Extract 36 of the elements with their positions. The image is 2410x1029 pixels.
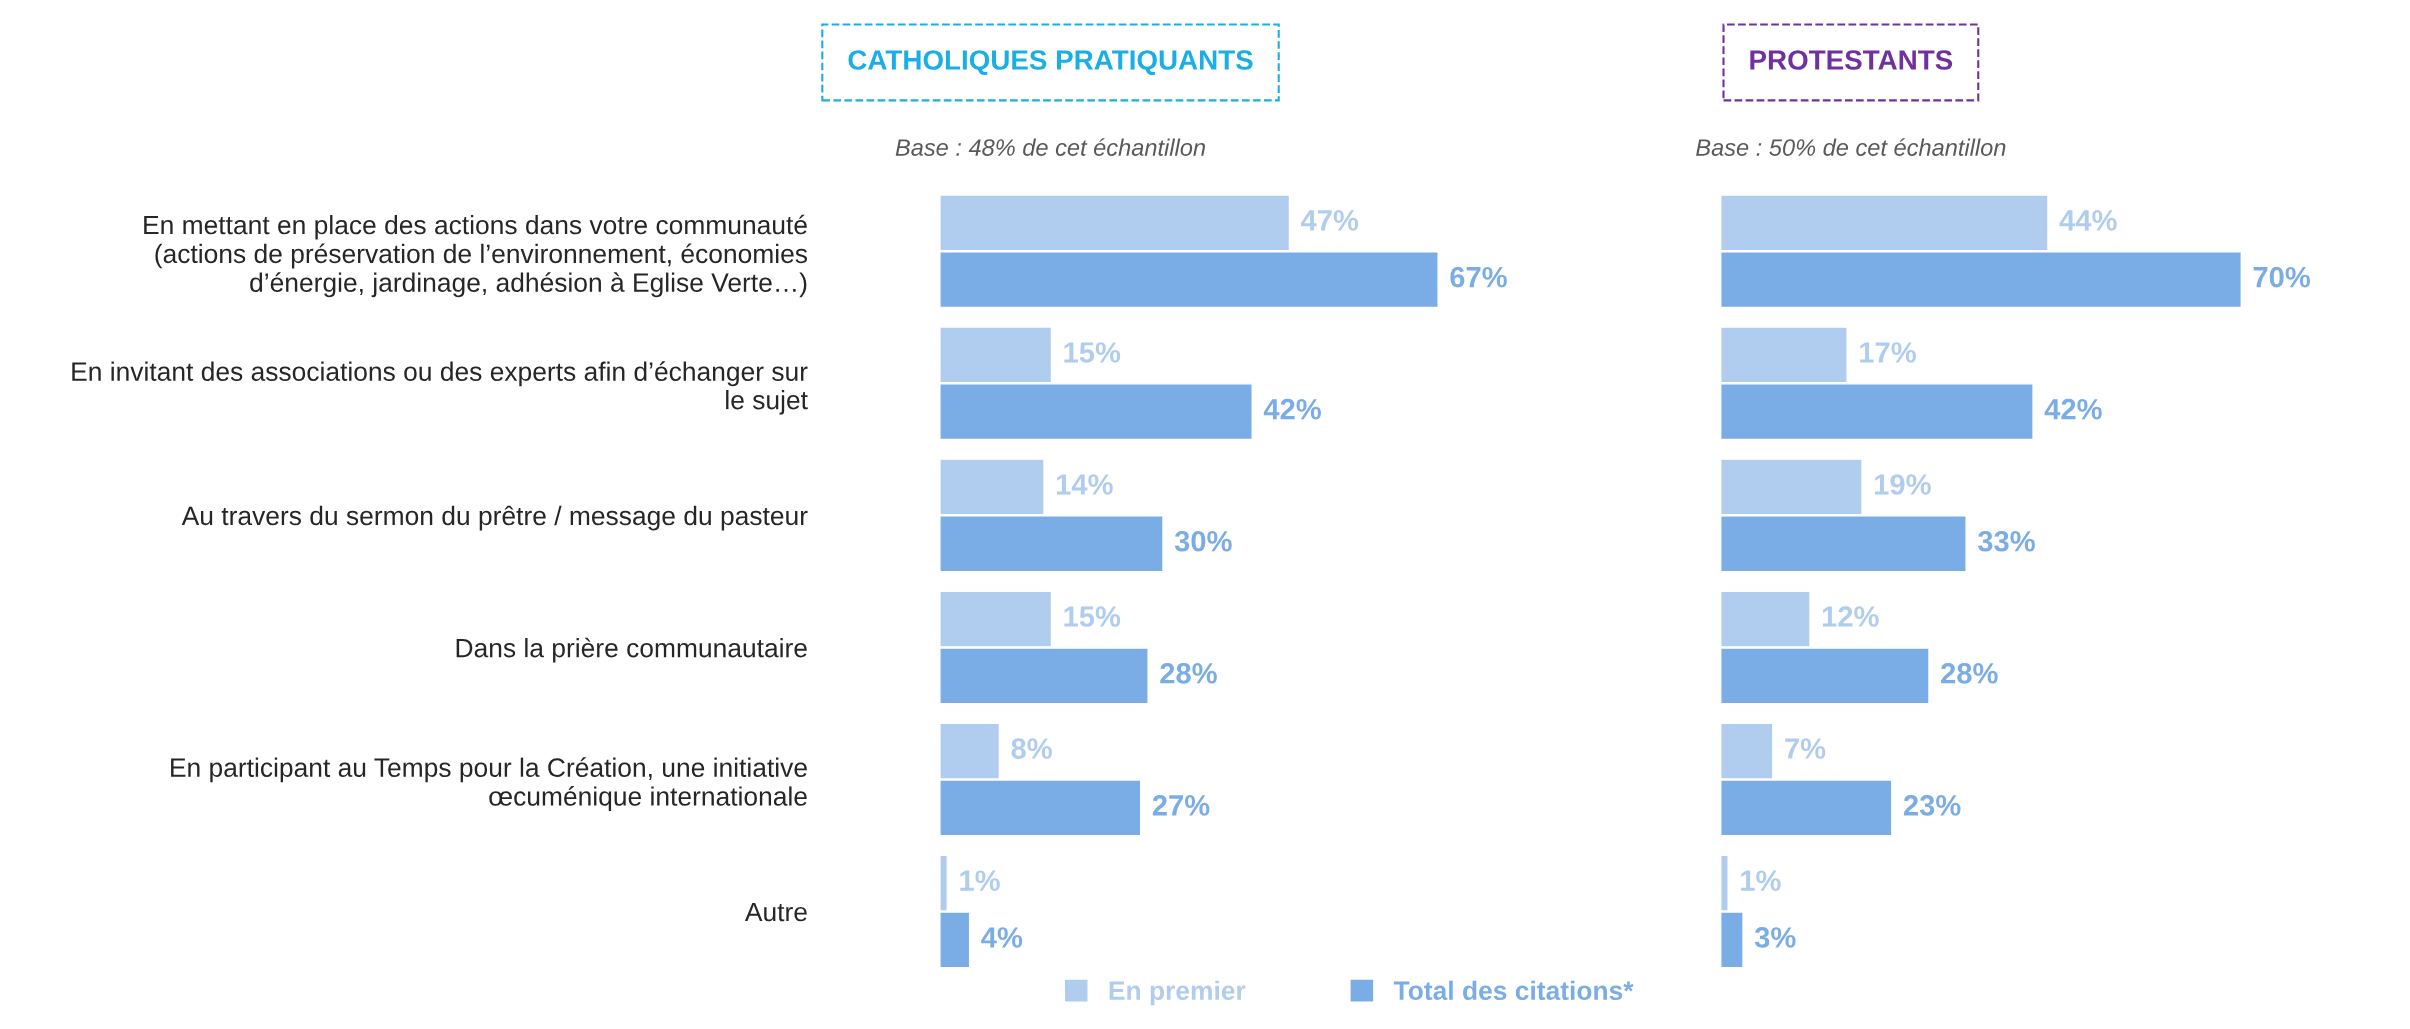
data-label: 30%	[1174, 530, 1232, 552]
chart-subtitle: Base : 50% de cet échantillon	[1696, 138, 2006, 156]
legend-label: En premier	[1109, 980, 1246, 1006]
data-label: 70%	[2253, 266, 2311, 288]
data-label: 23%	[1903, 795, 1961, 816]
y-tick-label: En mettant en place des actions dans votre communauté (actions de préservation de l’environnement, économies d’énergie, jardinage, adhésion à Eglise Verte…)	[144, 214, 808, 298]
y-tick-label: Dans la prière communautaire	[456, 637, 807, 663]
data-label: 1%	[1741, 870, 1781, 891]
data-label: 47%	[1300, 210, 1359, 231]
legend-label: Total des citations*	[1393, 980, 1634, 1001]
data-label: 19%	[1874, 474, 1931, 495]
data-label: 44%	[2059, 210, 2117, 231]
data-label: 4%	[981, 927, 1023, 948]
y-tick-label: En invitant des associations ou des experts afin d’échanger sur le sujet	[72, 361, 808, 415]
y-tick-label: En participant au Temps pour la Création, une initiative œcuménique internationale	[171, 757, 807, 811]
y-tick-label: Au travers du sermon du prêtre / message du pasteur	[181, 505, 808, 531]
data-label: 12%	[1822, 606, 1879, 627]
data-label: 42%	[2044, 398, 2102, 420]
data-label: 14%	[1056, 474, 1113, 495]
data-label: 15%	[1064, 606, 1121, 627]
chart-title: PROTESTANTS	[1750, 50, 1953, 70]
data-label: 28%	[1941, 662, 1998, 684]
chart-subtitle: Base : 48% de cet échantillon	[895, 138, 1205, 156]
data-label: 42%	[1263, 398, 1321, 420]
data-label: 8%	[1011, 738, 1052, 759]
data-label: 28%	[1160, 662, 1217, 684]
chart-title: CATHOLIQUES PRATIQUANTS	[848, 50, 1253, 76]
data-label: 1%	[960, 870, 1000, 891]
data-label: 3%	[1754, 927, 1796, 948]
data-label: 33%	[1977, 530, 2035, 552]
data-label: 27%	[1152, 795, 1210, 816]
y-tick-label: Autre	[744, 902, 807, 922]
data-label: 7%	[1785, 738, 1826, 759]
data-label: 17%	[1860, 342, 1916, 363]
data-label: 15%	[1064, 342, 1121, 363]
data-label: 67%	[1450, 266, 1507, 288]
